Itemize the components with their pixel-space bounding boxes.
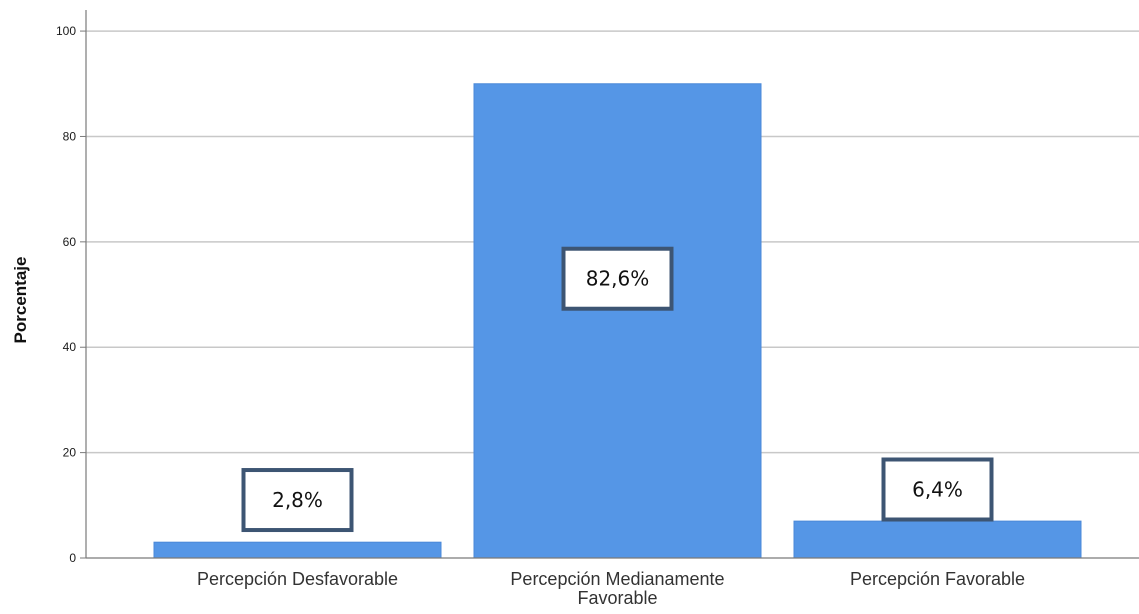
annotation-box [881, 457, 994, 522]
data-label: 2,8% [272, 488, 323, 512]
x-category-label: Percepción Medianamente [510, 569, 724, 589]
y-tick-label: 60 [63, 235, 77, 249]
y-tick-label: 20 [63, 446, 77, 460]
data-label: 82,6% [586, 267, 650, 291]
y-tick-label: 0 [69, 551, 76, 565]
annotation-box [561, 246, 674, 311]
y-axis-label: Porcentaje [11, 257, 30, 344]
x-category-label: Percepción Desfavorable [197, 569, 398, 589]
y-tick-label: 100 [56, 24, 76, 38]
data-label: 6,4% [912, 478, 963, 502]
y-tick-label: 40 [63, 340, 77, 354]
bar-2 [793, 520, 1082, 559]
y-tick-label: 80 [63, 129, 77, 143]
bar-0 [153, 541, 442, 559]
bar-1 [473, 83, 762, 559]
bars [153, 83, 1082, 559]
axes: 0 20 40 60 80 100 Percepción Desfavorable Perce… [56, 10, 1139, 608]
x-category-label: Percepción Favorable [850, 569, 1025, 589]
annotation-box [241, 468, 354, 533]
x-category-label: Favorable [577, 588, 657, 608]
annotations: 2,8% 82,6% 6,4% [241, 246, 994, 533]
